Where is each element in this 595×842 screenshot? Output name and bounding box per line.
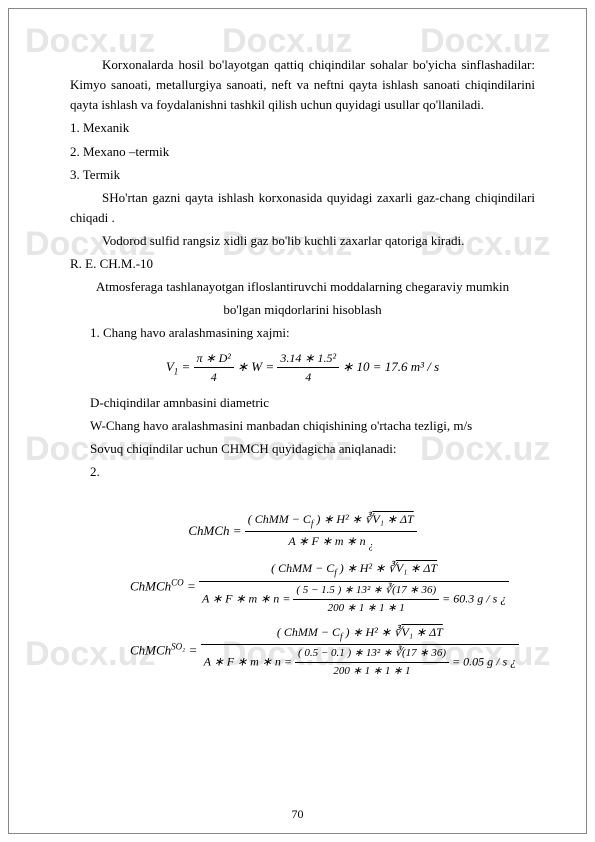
heading-line-2: bo'lgan miqdorlarini hisoblash (70, 300, 535, 320)
sub-item: D-chiqindilar amnbasini diametric (70, 393, 535, 413)
list-item-2: 2. Mexano –termik (70, 142, 535, 162)
formula-2: ChMCh = ( ChMM − Cf ) ∗ H² ∗ ∛V₁ ∗ ΔT A … (70, 510, 535, 554)
formula-3: ChMChCO = ( ChMM − Cf ) ∗ H² ∗ ∛V₁ ∗ ΔT … (70, 559, 535, 616)
list-item-1: 1. Mexanik (70, 118, 535, 138)
sub-item: Sovuq chiqindilar uchun CHMCH quyidagich… (70, 439, 535, 459)
numbered-item-2: 2. (70, 462, 535, 482)
numbered-item-1: 1. Chang havo aralashmasining xajmi: (70, 323, 535, 343)
sub-item: W-Chang havo aralashmasini manbadan chiq… (70, 416, 535, 436)
paragraph: Korxonalarda hosil bo'layotgan qattiq ch… (70, 55, 535, 115)
formula-4: ChMChSO₂ = ( ChMM − Cf ) ∗ H² ∗ ∛V₁ ∗ ΔT… (70, 623, 535, 680)
page-number: 70 (0, 807, 595, 822)
paragraph: Vodorod sulfid rangsiz xidli gaz bo'lib … (70, 231, 535, 251)
paragraph: R. E. CH.M.-10 (70, 254, 535, 274)
paragraph: SHo'rtan gazni qayta ishlash korxonasida… (70, 188, 535, 228)
heading-line-1: Atmosferaga tashlanayotgan ifloslantiruv… (70, 277, 535, 297)
list-item-3: 3. Termik (70, 165, 535, 185)
formula-1: V1 = π ∗ D²4 ∗ W = 3.14 ∗ 1.5²4 ∗ 10 = 1… (70, 349, 535, 387)
page-content: Korxonalarda hosil bo'layotgan qattiq ch… (0, 0, 595, 716)
